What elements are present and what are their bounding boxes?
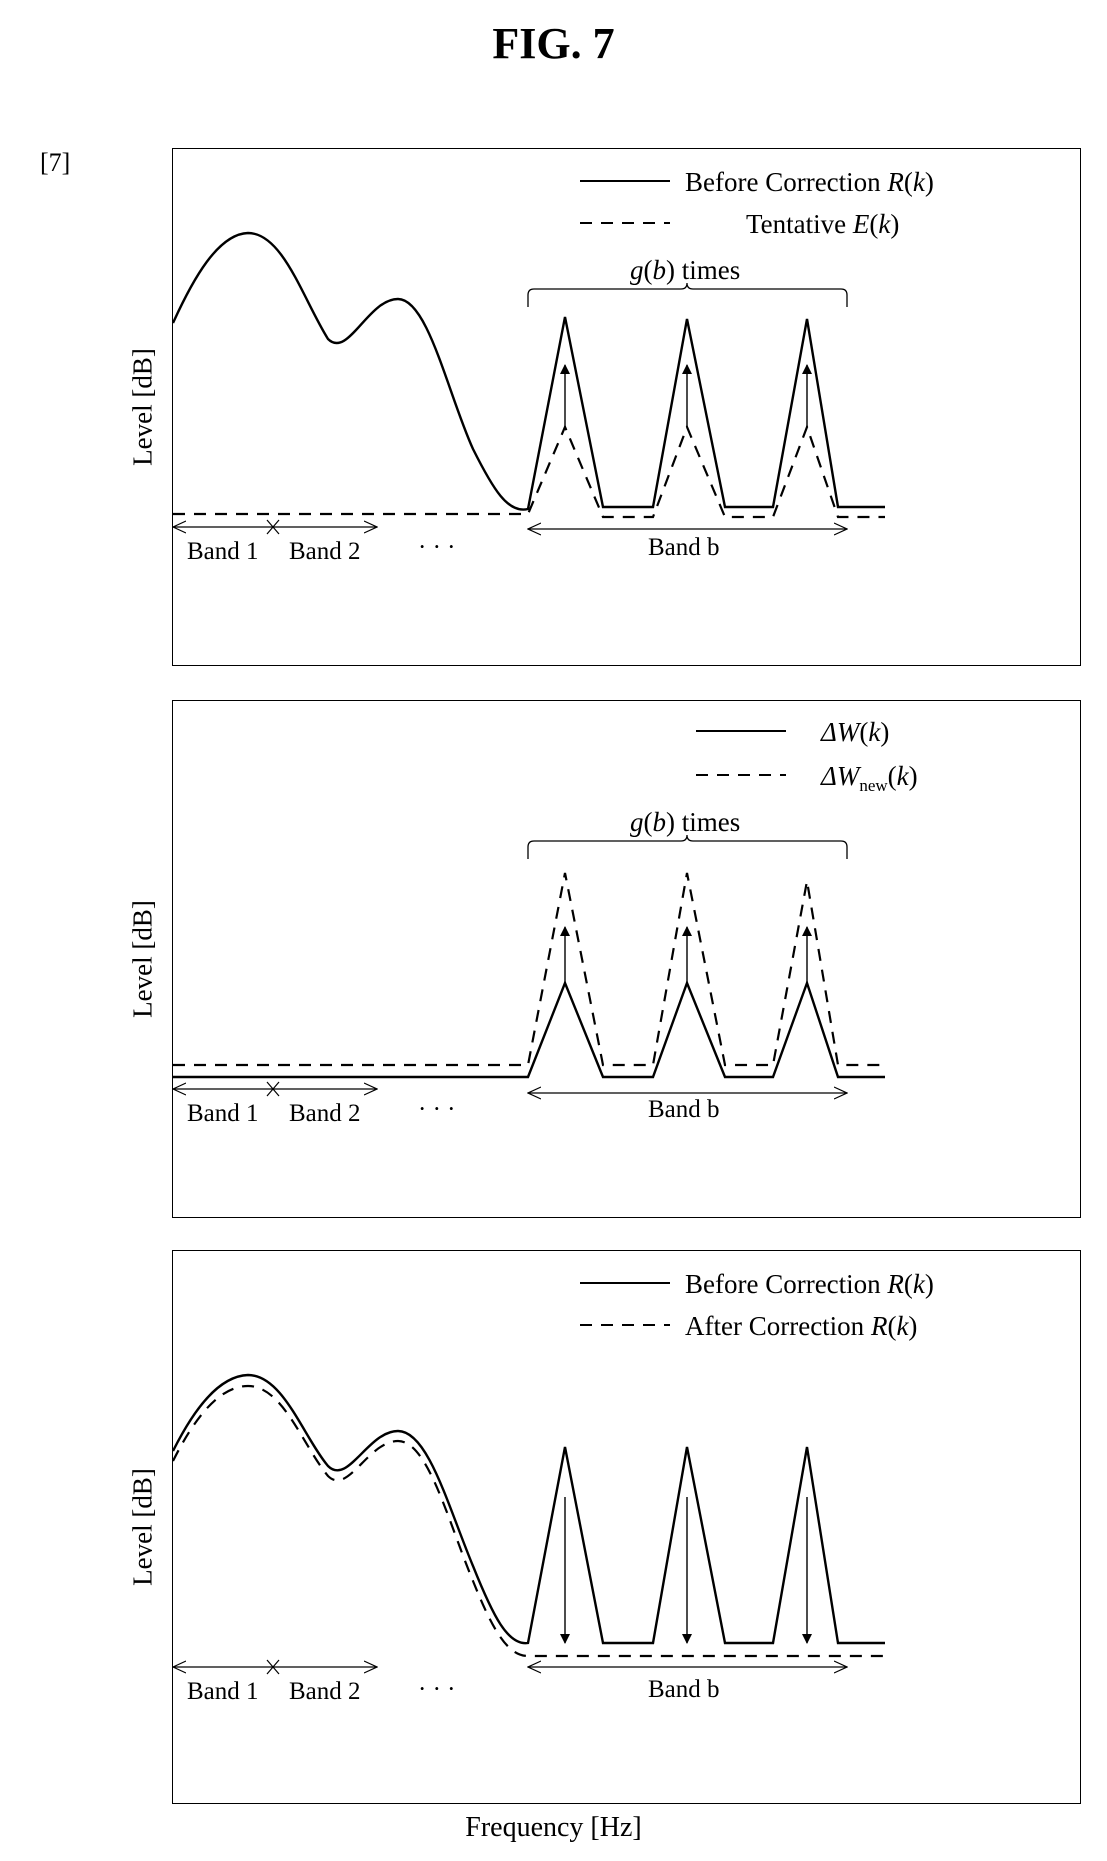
brace-label: g(b) times (630, 255, 740, 285)
ellipsis: · · · (418, 534, 455, 561)
legend-after-correction-label: After Correction R(k) (685, 1311, 917, 1341)
band-b-label: Band b (648, 1676, 720, 1703)
figure-title: FIG. 7 (492, 19, 615, 68)
band-b-label: Band b (648, 1096, 720, 1123)
panel-3-plot: Before Correction R(k) After Correction … (173, 1269, 934, 1705)
repetition-brace (527, 282, 848, 307)
after-correction-curve (173, 1384, 885, 1658)
band-b-label: Band b (648, 534, 720, 561)
band-2-label: Band 2 (289, 538, 361, 565)
band-1-label: Band 1 (187, 1678, 259, 1705)
legend-delta-w-label: ΔW(k) (820, 717, 889, 747)
figure-reference: [7] (40, 148, 71, 177)
y-axis-label-panel-2: Level [dB] (127, 900, 158, 1018)
delta-w-new-curve (173, 872, 885, 1067)
ellipsis: · · · (418, 1676, 455, 1703)
panel-2-plot: ΔW(k) ΔWnew(k) g(b) times Band 1 Band 2 … (173, 717, 918, 1127)
panel-1-plot: Before Correction R(k) Tentative E(k) g(… (173, 167, 934, 565)
legend-before-correction-label: Before Correction R(k) (685, 167, 934, 197)
y-axis-label-panel-3: Level [dB] (127, 1468, 158, 1586)
before-correction-curve (173, 1373, 885, 1645)
band-divider-mark (266, 519, 280, 535)
band-2-label: Band 2 (289, 1100, 361, 1127)
band-divider-mark (266, 1081, 280, 1097)
band-1-label: Band 1 (187, 538, 259, 565)
x-axis-label: Frequency [Hz] (465, 1812, 642, 1843)
repetition-brace (527, 834, 848, 859)
band-1-label: Band 1 (187, 1100, 259, 1127)
legend-before-correction-label: Before Correction R(k) (685, 1269, 934, 1299)
before-correction-curve (173, 231, 885, 511)
ellipsis: · · · (418, 1096, 455, 1123)
band-divider-mark (266, 1659, 280, 1675)
band-2-label: Band 2 (289, 1678, 361, 1705)
panel-after-correction: Before Correction R(k) After Correction … (172, 1250, 1081, 1804)
legend-tentative-label: Tentative E(k) (746, 209, 899, 239)
y-axis-label-panel-1: Level [dB] (127, 348, 158, 466)
panel-tentative-envelope: Before Correction R(k) Tentative E(k) g(… (172, 148, 1081, 666)
legend-delta-w-new-label: ΔWnew(k) (820, 761, 918, 795)
brace-label: g(b) times (630, 807, 740, 837)
panel-weight-difference: ΔW(k) ΔWnew(k) g(b) times Band 1 Band 2 … (172, 700, 1081, 1218)
